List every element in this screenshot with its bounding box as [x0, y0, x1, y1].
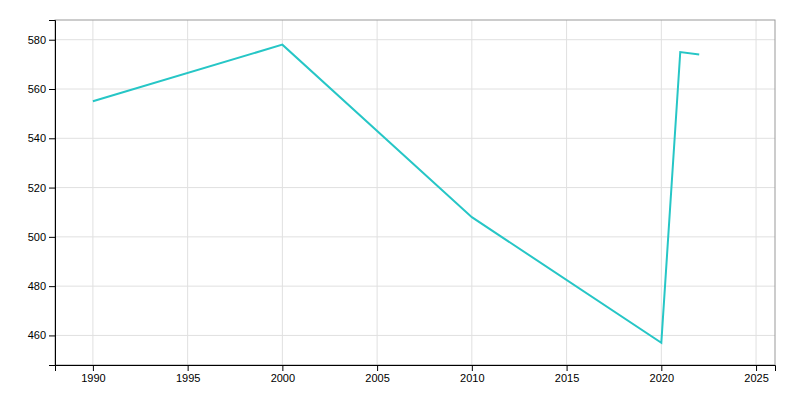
- x-tick-label: 2010: [460, 372, 484, 384]
- x-tick: 2015: [555, 365, 579, 384]
- y-axis: 460 480 500 520 540 560 580: [28, 21, 56, 366]
- y-grid-line: [55, 236, 775, 237]
- x-tick-mark: [472, 365, 473, 371]
- y-tick-mark: [49, 40, 55, 41]
- x-tick: 2000: [271, 365, 295, 384]
- y-grid-line: [55, 89, 775, 90]
- x-tick: 1990: [81, 365, 105, 384]
- y-tick: 520: [28, 182, 55, 194]
- x-grid-line: [282, 20, 283, 365]
- x-axis: 1990 1995 2000 2005 2010 2015 2020 2025: [56, 365, 776, 384]
- y-tick-label: 520: [28, 182, 46, 194]
- plot: 1990 1995 2000 2005 2010 2015 2020 2025 460 480 50…: [28, 20, 776, 384]
- y-tick-label: 480: [28, 280, 46, 292]
- y-axis-line: [49, 21, 56, 366]
- y-grid-line: [55, 286, 775, 287]
- x-grid-line: [471, 20, 472, 365]
- y-tick-mark: [49, 138, 55, 139]
- x-tick-label: 2020: [650, 372, 674, 384]
- y-grid-line: [55, 138, 775, 139]
- x-grid-line: [377, 20, 378, 365]
- x-tick-mark: [377, 365, 378, 371]
- x-tick-mark: [188, 365, 189, 371]
- plot-frame: [55, 20, 775, 365]
- x-tick-label: 2025: [744, 372, 768, 384]
- chart-container: 1990 1995 2000 2005 2010 2015 2020 2025 460 480 50…: [0, 0, 800, 400]
- y-tick: 580: [28, 34, 55, 46]
- y-tick-label: 540: [28, 132, 46, 144]
- x-tick: 2010: [460, 365, 484, 384]
- x-tick-label: 2000: [271, 372, 295, 384]
- x-grid-line: [566, 20, 567, 365]
- x-tick: 2005: [365, 365, 389, 384]
- y-tick-label: 560: [28, 83, 46, 95]
- x-grid-line: [756, 20, 757, 365]
- y-tick: 480: [28, 280, 55, 292]
- x-tick: 2020: [650, 365, 674, 384]
- y-grid-line: [55, 187, 775, 188]
- x-tick-mark: [282, 365, 283, 371]
- x-tick-mark: [567, 365, 568, 371]
- x-tick-label: 2005: [365, 372, 389, 384]
- marks: [93, 45, 699, 343]
- y-grid-line: [55, 39, 775, 40]
- x-tick-mark: [661, 365, 662, 371]
- y-tick-mark: [49, 286, 55, 287]
- x-tick-label: 2015: [555, 372, 579, 384]
- x-tick-label: 1990: [81, 372, 105, 384]
- x-grid-line: [661, 20, 662, 365]
- y-tick-label: 500: [28, 231, 46, 243]
- y-tick-mark: [49, 335, 55, 336]
- x-grid-line: [187, 20, 188, 365]
- x-tick-label: 1995: [176, 372, 200, 384]
- y-tick-mark: [49, 237, 55, 238]
- y-tick: 500: [28, 231, 55, 243]
- x-tick: 2025: [744, 365, 768, 384]
- y-tick-mark: [49, 188, 55, 189]
- x-axis-line: [56, 366, 776, 372]
- y-grid-line: [55, 335, 775, 336]
- grid: [55, 20, 775, 365]
- y-tick: 560: [28, 83, 55, 95]
- x-tick-mark: [756, 365, 757, 371]
- x-tick: 1995: [176, 365, 200, 384]
- chart-svg: 1990 1995 2000 2005 2010 2015 2020 2025 460 480 50…: [0, 0, 800, 400]
- y-tick-label: 460: [28, 329, 46, 341]
- x-grid-line: [92, 20, 93, 365]
- x-tick-mark: [93, 365, 94, 371]
- y-tick-label: 580: [28, 34, 46, 46]
- y-tick-mark: [49, 89, 55, 90]
- y-tick: 540: [28, 132, 55, 144]
- data-line: [93, 45, 699, 343]
- y-tick: 460: [28, 329, 55, 341]
